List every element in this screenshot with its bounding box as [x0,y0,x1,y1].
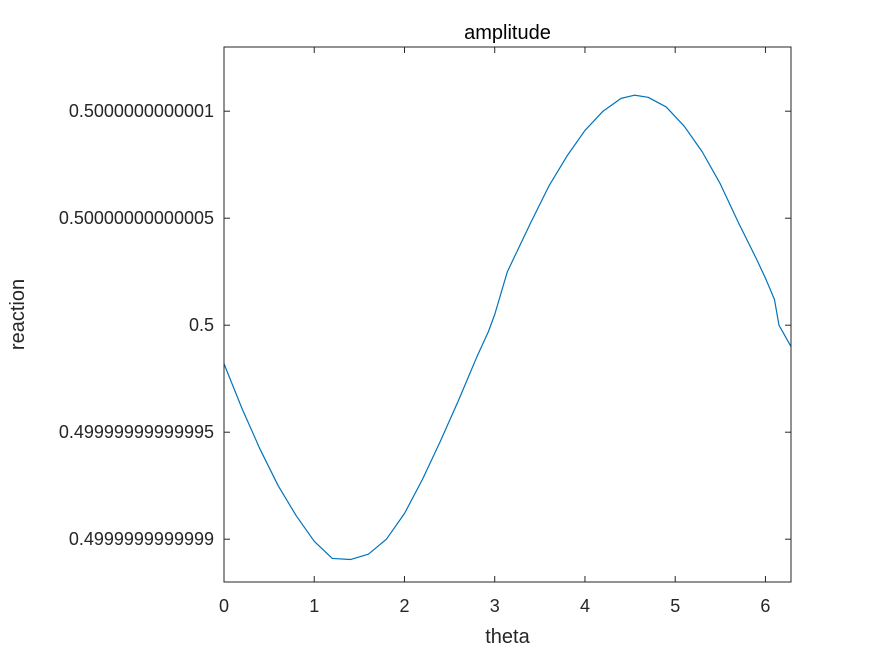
y-tick-label: 0.50000000000005 [59,208,214,228]
x-tick-label: 5 [670,596,680,616]
axes-box [223,46,792,583]
y-tick-label: 0.4999999999999 [69,529,214,549]
x-axis-label: theta [485,626,530,648]
y-axis-ticks: 0.4999999999999 0.49999999999995 0.5 0.5000… [59,101,791,549]
axes-background [224,47,791,582]
series-layer [223,94,792,561]
x-axis-ticks: 0 1 2 3 4 5 6 [219,47,770,616]
y-tick-label: 0.49999999999995 [59,422,214,442]
x-tick-label: 2 [399,596,409,616]
y-axis-label: reaction [7,279,29,350]
x-tick-label: 3 [490,596,500,616]
y-tick-label: 0.5 [189,315,214,335]
x-tick-label: 4 [580,596,590,616]
series-line [223,94,792,561]
x-tick-label: 6 [760,596,770,616]
x-tick-label: 0 [219,596,229,616]
y-tick-label: 0.5000000000001 [69,101,214,121]
plot-area [224,47,791,582]
x-tick-label: 1 [309,596,319,616]
chart-title: amplitude [464,22,551,44]
